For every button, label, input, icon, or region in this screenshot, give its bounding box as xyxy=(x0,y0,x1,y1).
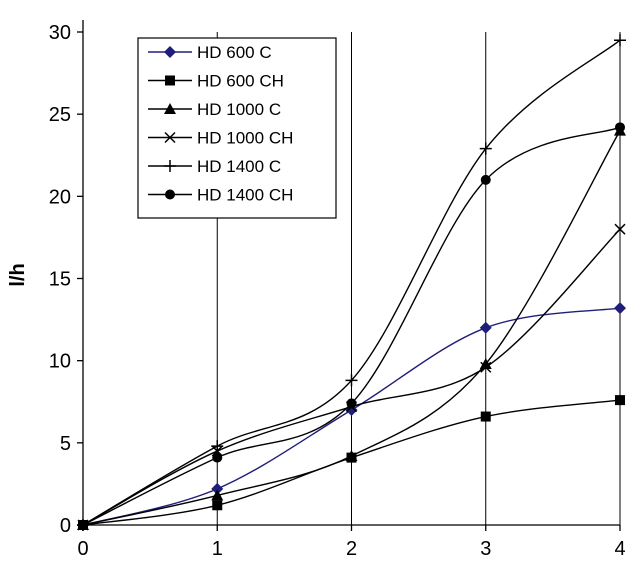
legend-label-hd-1000-c: HD 1000 C xyxy=(197,100,281,119)
data-point-hd-1400-ch-2 xyxy=(346,398,357,409)
data-point-hd-1400-ch-3 xyxy=(480,174,491,185)
data-point-hd-600-ch-4 xyxy=(615,395,625,406)
axes xyxy=(77,20,621,531)
data-point-hd-1400-c-3 xyxy=(479,142,492,155)
legend-item-hd-1400-ch: HD 1400 CH xyxy=(148,186,293,205)
y-tick-label-0: 0 xyxy=(60,515,71,537)
data-point-hd-600-c-1 xyxy=(211,482,224,495)
data-point-hd-1000-c-1 xyxy=(211,489,224,501)
series-group xyxy=(77,34,626,531)
data-point-hd-1400-c-2 xyxy=(345,374,358,387)
data-point-hd-1000-ch-3 xyxy=(480,361,492,373)
y-tick-label-25: 25 xyxy=(49,104,71,126)
y-axis-label: l/h xyxy=(7,263,29,286)
y-tick-label-20: 20 xyxy=(49,186,71,208)
data-point-hd-1400-c-4 xyxy=(614,34,626,47)
legend-label-hd-600-ch: HD 600 CH xyxy=(197,72,284,91)
legend-marker-hd-600-c xyxy=(164,46,176,58)
y-tick-label-15: 15 xyxy=(49,269,71,291)
legend-marker-hd-600-ch xyxy=(165,75,175,86)
data-point-hd-600-c-3 xyxy=(479,321,492,334)
y-tick-label-5: 5 xyxy=(60,433,71,455)
x-tick-label-1: 1 xyxy=(212,538,223,560)
legend-item-hd-1000-c: HD 1000 C xyxy=(148,100,281,119)
legend-label-hd-1400-c: HD 1400 C xyxy=(197,157,281,176)
data-point-hd-600-c-4 xyxy=(614,302,626,315)
series-hd-1400-ch xyxy=(78,122,625,530)
series-line-hd-1000-c xyxy=(82,130,621,526)
legend-label-hd-1400-ch: HD 1400 CH xyxy=(197,186,293,205)
legend-item-hd-600-ch: HD 600 CH xyxy=(148,72,284,91)
data-point-hd-1400-c-1 xyxy=(211,440,224,453)
data-point-hd-1400-ch-1 xyxy=(212,452,223,463)
legend-label-hd-1000-ch: HD 1000 CH xyxy=(197,129,293,148)
y-tick-label-30: 30 xyxy=(49,22,71,44)
legend-item-hd-1000-ch: HD 1000 CH xyxy=(148,129,293,148)
y-tick-label-10: 10 xyxy=(49,351,71,373)
data-point-hd-1000-c-2 xyxy=(345,449,358,461)
data-point-hd-600-ch-1 xyxy=(212,500,223,511)
y-tick-labels: 0 5 10 15 20 25 30 xyxy=(49,22,71,537)
legend-marker-hd-1000-ch xyxy=(164,131,176,144)
data-point-hd-600-ch-3 xyxy=(480,411,491,422)
x-tick-label-3: 3 xyxy=(480,538,491,560)
data-point-hd-1000-c-3 xyxy=(479,357,492,369)
legend-marker-hd-1400-ch xyxy=(165,189,175,200)
legend-label-hd-600-c: HD 600 C xyxy=(197,43,272,62)
x-tick-label-4: 4 xyxy=(614,538,625,560)
x-tick-label-2: 2 xyxy=(346,538,357,560)
series-hd-1000-c xyxy=(77,124,626,530)
x-tick-label-0: 0 xyxy=(77,538,88,560)
data-point-hd-1400-ch-4 xyxy=(615,122,625,133)
x-tick-labels: 0 1 2 3 4 xyxy=(77,538,625,560)
legend-item-hd-1400-c: HD 1400 C xyxy=(148,157,281,176)
legend-box xyxy=(137,37,337,219)
series-line-hd-1400-c xyxy=(82,39,621,526)
legend-item-hd-600-c: HD 600 C xyxy=(148,43,272,62)
series-line-hd-1400-ch xyxy=(82,126,621,526)
data-point-hd-1400-ch-0 xyxy=(78,520,88,530)
data-point-hd-1000-ch-4 xyxy=(614,223,626,235)
legend-marker-hd-1400-c xyxy=(164,160,176,172)
legend-marker-hd-1000-c xyxy=(164,103,176,114)
legend: HD 600 C HD 600 CH HD 1000 C HD 1000 CH HD 1… xyxy=(137,37,337,219)
